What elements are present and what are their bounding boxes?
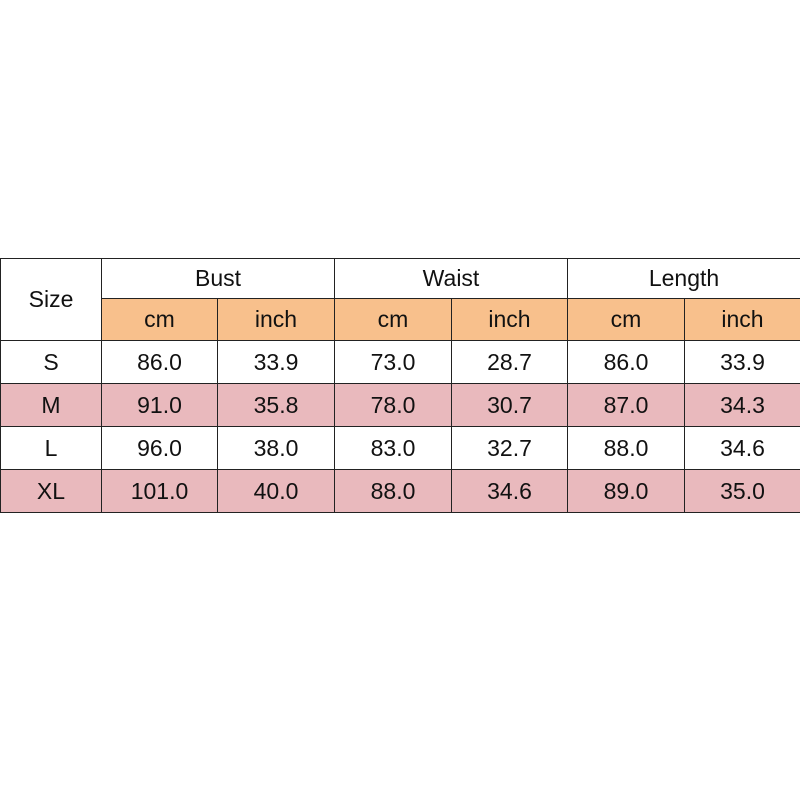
measurement-cell: 34.6 bbox=[451, 469, 568, 513]
data-row: S 86.0 33.9 73.0 28.7 86.0 33.9 bbox=[0, 340, 800, 384]
measurement-cell: 33.9 bbox=[683, 340, 800, 384]
group-header: Waist bbox=[334, 258, 568, 299]
measurement-cell: 34.6 bbox=[683, 426, 800, 470]
unit-header: cm bbox=[567, 298, 685, 341]
measurement-cell: 86.0 bbox=[101, 340, 218, 384]
measurement-cell: 30.7 bbox=[451, 383, 568, 427]
data-row: L 96.0 38.0 83.0 32.7 88.0 34.6 bbox=[0, 426, 800, 470]
size-cell: L bbox=[0, 426, 102, 470]
data-row: XL 101.0 40.0 88.0 34.6 89.0 35.0 bbox=[0, 469, 800, 513]
unit-header: inch bbox=[683, 298, 800, 341]
measurement-cell: 38.0 bbox=[217, 426, 335, 470]
measurement-cell: 78.0 bbox=[334, 383, 452, 427]
measurement-cell: 35.0 bbox=[683, 469, 800, 513]
measurement-cell: 40.0 bbox=[217, 469, 335, 513]
group-header: Length bbox=[566, 258, 800, 299]
unit-header: inch bbox=[217, 298, 335, 341]
table-body: Size Bust Waist Length cm inch cm inch cm inch S 86… bbox=[0, 258, 800, 513]
unit-header: cm bbox=[334, 298, 452, 341]
unit-header: cm bbox=[101, 298, 218, 341]
group-header: Bust bbox=[101, 258, 335, 299]
measurement-cell: 34.3 bbox=[683, 383, 800, 427]
measurement-cell: 87.0 bbox=[567, 383, 685, 427]
measurement-cell: 101.0 bbox=[101, 469, 218, 513]
unit-header: inch bbox=[451, 298, 568, 341]
measurement-cell: 91.0 bbox=[101, 383, 218, 427]
size-table: Size Bust Waist Length cm inch cm inch cm inch S 86… bbox=[0, 258, 800, 513]
size-cell: XL bbox=[0, 469, 102, 513]
measurement-cell: 83.0 bbox=[334, 426, 452, 470]
data-row: M 91.0 35.8 78.0 30.7 87.0 34.3 bbox=[0, 383, 800, 427]
measurement-cell: 28.7 bbox=[451, 340, 568, 384]
measurement-cell: 32.7 bbox=[451, 426, 568, 470]
size-cell: S bbox=[0, 340, 102, 384]
size-header: Size bbox=[0, 258, 102, 341]
measurement-cell: 88.0 bbox=[567, 426, 685, 470]
measurement-cell: 33.9 bbox=[217, 340, 335, 384]
measurement-cell: 35.8 bbox=[217, 383, 335, 427]
measurement-cell: 73.0 bbox=[334, 340, 452, 384]
unit-row: cm inch cm inch cm inch bbox=[1, 298, 800, 341]
header-row: Size Bust Waist Length bbox=[0, 258, 800, 341]
measurement-cell: 96.0 bbox=[101, 426, 218, 470]
measurement-cell: 86.0 bbox=[567, 340, 685, 384]
size-cell: M bbox=[0, 383, 102, 427]
measurement-cell: 89.0 bbox=[567, 469, 685, 513]
measurement-cell: 88.0 bbox=[334, 469, 452, 513]
